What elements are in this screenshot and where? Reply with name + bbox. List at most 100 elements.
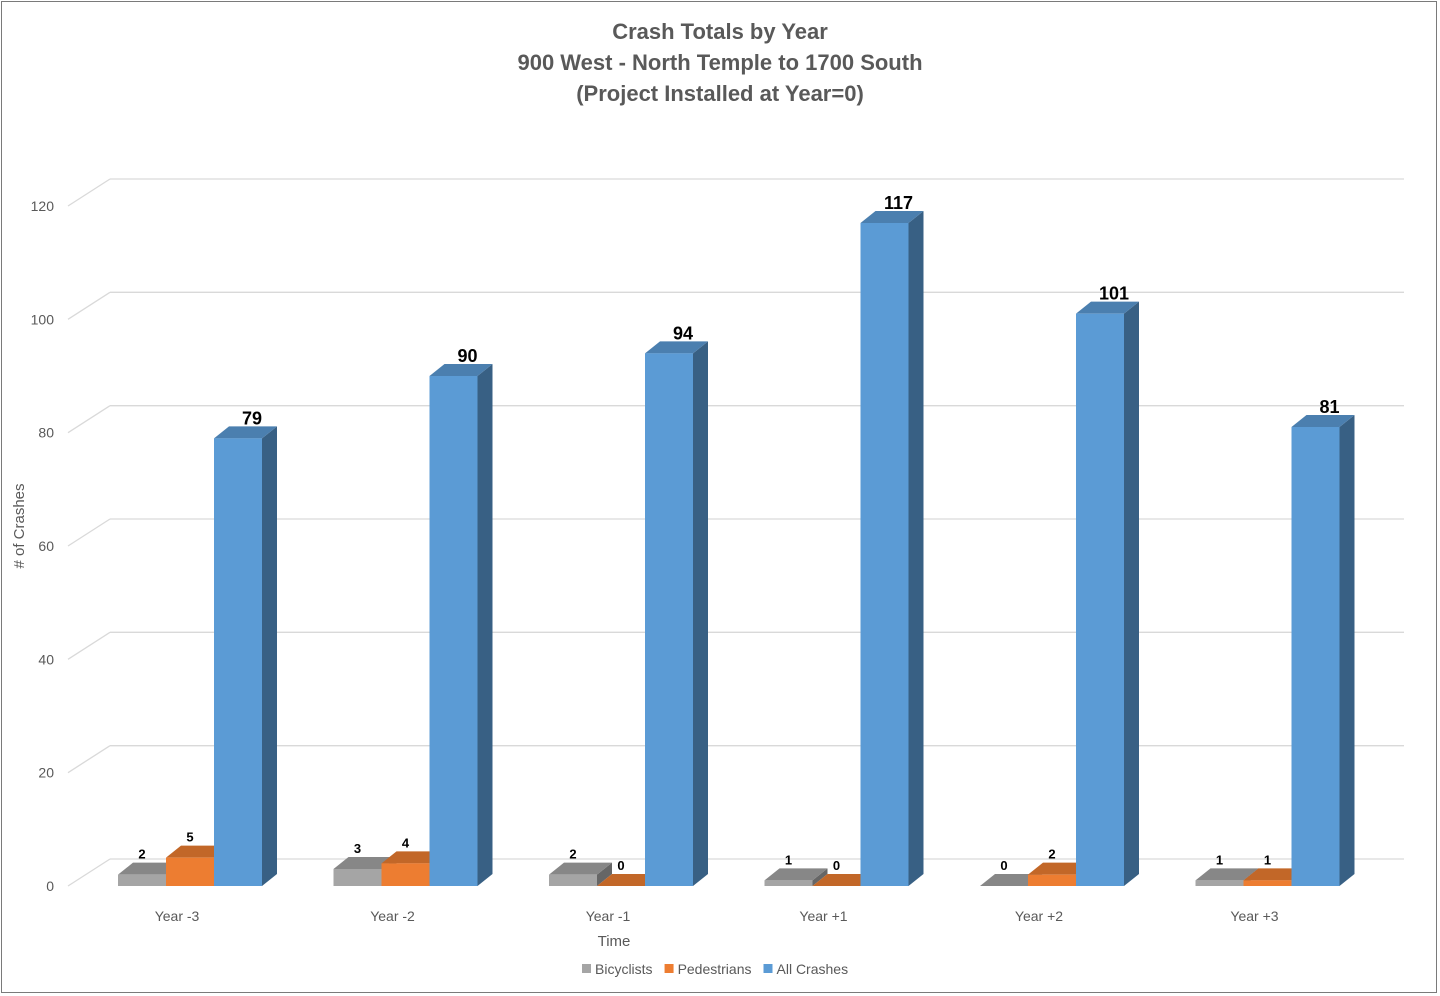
legend-label: Bicyclists [595,961,653,977]
legend-swatch [582,964,591,973]
bar-top [429,364,493,376]
bar-side [597,862,612,886]
y-tick-label: 80 [38,425,54,441]
y-tick-label: 100 [31,311,55,327]
bar-front [166,857,214,886]
bar-top [1243,868,1307,881]
y-tick-label: 20 [38,765,54,781]
bar-top [1291,415,1355,427]
bar-all-crashes [645,341,708,886]
bar-front [1243,880,1292,886]
x-tick-label: Year +1 [799,908,847,924]
bar-top [118,862,181,875]
bar-side [262,426,277,886]
y-tick-label: 120 [31,198,55,214]
bar-side [693,341,708,886]
bar-front [549,874,597,886]
data-label: 4 [402,835,410,850]
data-label: 79 [242,408,262,428]
data-label: 5 [186,830,193,845]
bar-pedestrians [597,874,660,886]
chart-title: Crash Totals by Year [612,19,828,44]
data-label: 1 [1216,852,1223,867]
x-tick-label: Year +3 [1230,908,1278,924]
chart-subtitle-line-1: 900 West - North Temple to 1700 South [517,50,923,75]
x-axis-ticks: Year -3 Year -2 Year -1 Year +1 Year +2 Year … [155,908,1279,924]
bar-top [980,874,1043,886]
bar-front [118,874,166,886]
data-label: 2 [138,847,145,862]
chart-subtitle-line-2: (Project Installed at Year=0) [576,81,864,106]
bar-side [812,868,828,886]
bar-top [645,341,708,354]
x-tick-label: Year -2 [370,908,415,924]
y-tick-label: 0 [46,878,54,894]
gridline-diag [67,631,111,660]
data-labels: 2 5 79 3 4 90 2 0 94 1 0 117 0 2 101 1 1 81 [138,193,1339,873]
bar-pedestrians [812,874,876,886]
y-axis-title: # of Crashes [11,483,28,568]
chart-title-block: Crash Totals by Year 900 West - North Te… [0,16,1440,109]
bar-all-crashes [1291,415,1355,886]
gridline-diag [67,178,111,207]
data-label: 0 [617,858,624,873]
gridline-diag [67,745,111,774]
bar-front [381,863,430,886]
data-label: 2 [1048,847,1055,862]
bar-front [1291,427,1340,886]
bar-front [333,869,382,886]
bar-top [381,851,445,864]
gridlines [67,178,1404,887]
legend-label: Pedestrians [678,961,752,977]
bar-pedestrians [381,851,445,886]
bar-front [645,353,693,886]
bar-bicyclists [764,868,828,886]
gridline-diag [67,858,111,887]
bar-all-crashes [429,364,493,886]
bars [118,211,1355,887]
gridline-diag [67,291,111,320]
data-label: 1 [1264,852,1271,867]
bar-front [764,880,813,886]
gridline-diag [67,405,111,434]
bar-front [1028,874,1076,886]
y-axis-ticks: 0 20 40 60 80 100 120 [31,198,55,894]
bar-top [812,874,876,886]
data-label: 3 [354,841,361,856]
bar-side [908,211,924,886]
x-axis-title: Time [598,933,631,950]
data-label: 90 [457,346,477,366]
legend-label: All Crashes [777,961,849,977]
bar-top [597,874,660,886]
bar-all-crashes [1076,301,1139,887]
data-label: 0 [833,858,840,873]
bar-all-crashes [860,211,924,886]
bar-top [764,868,828,881]
bar-top [214,426,277,439]
bar-front [1076,313,1124,887]
x-tick-label: Year -1 [586,908,631,924]
legend: Bicyclists Pedestrians All Crashes [582,961,848,977]
x-tick-label: Year -3 [155,908,200,924]
data-label: 2 [569,847,576,862]
bar-top [1195,868,1259,881]
y-tick-label: 40 [38,651,54,667]
data-label: 94 [673,323,693,343]
data-label: 117 [884,193,913,213]
legend-swatch [763,964,773,973]
bar-top [549,862,612,875]
bar-bicyclists [980,874,1043,886]
y-tick-label: 60 [38,538,54,554]
bar-bicyclists [549,862,612,886]
bar-front [860,223,909,886]
data-label: 1 [785,852,792,867]
bar-front [1195,880,1244,886]
x-tick-label: Year +2 [1015,908,1063,924]
data-label: 81 [1319,397,1339,417]
bar-top [860,211,924,223]
gridline-diag [67,518,111,547]
bar-top [166,845,229,858]
bar-all-crashes [214,426,277,886]
bar-top [1076,301,1139,314]
